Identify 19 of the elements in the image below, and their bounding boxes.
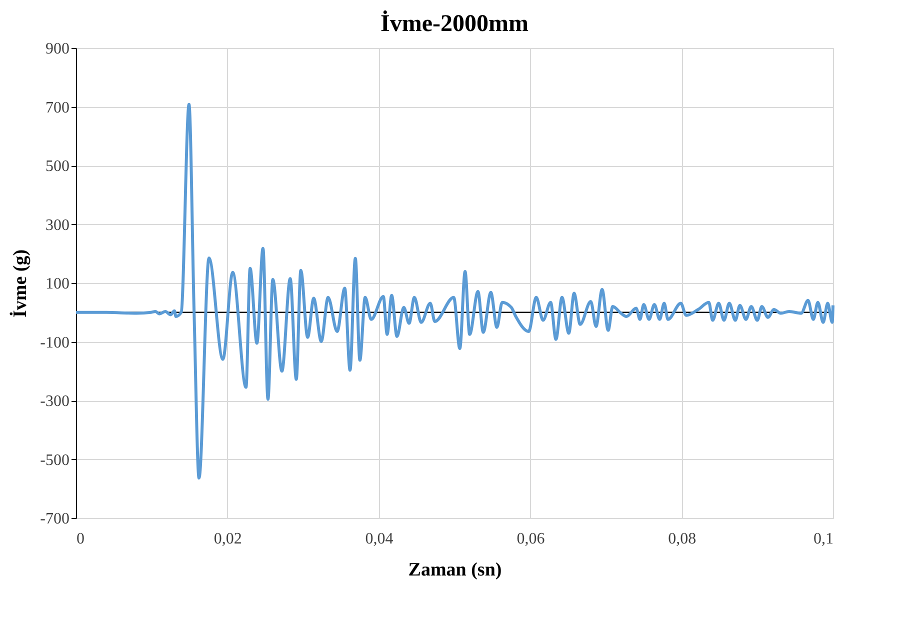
- y-axis-title: İvme (g): [9, 249, 32, 318]
- y-tick-label: 300: [46, 216, 70, 234]
- line-series: [74, 102, 834, 480]
- x-axis-title: Zaman (sn): [408, 560, 502, 580]
- y-tick-label: 100: [46, 276, 70, 292]
- y-tick-label: -700: [40, 510, 70, 528]
- y-tick-label: 900: [46, 40, 70, 58]
- x-tick-label: 0,1: [814, 530, 834, 548]
- chart-title: İvme-2000mm: [380, 10, 528, 37]
- y-tick-label: -100: [40, 334, 70, 352]
- x-tick-label: 0,08: [668, 530, 696, 548]
- x-tick-label: 0,04: [365, 530, 394, 548]
- y-tick-label: 700: [46, 99, 70, 116]
- y-tick-label: 500: [46, 158, 70, 175]
- x-tick-label: 0,06: [516, 530, 545, 548]
- x-tick-label: 0,02: [214, 530, 242, 548]
- x-tick-label: 0: [76, 530, 84, 548]
- y-tick-label: -500: [40, 452, 70, 469]
- y-tick-label: -300: [40, 393, 70, 410]
